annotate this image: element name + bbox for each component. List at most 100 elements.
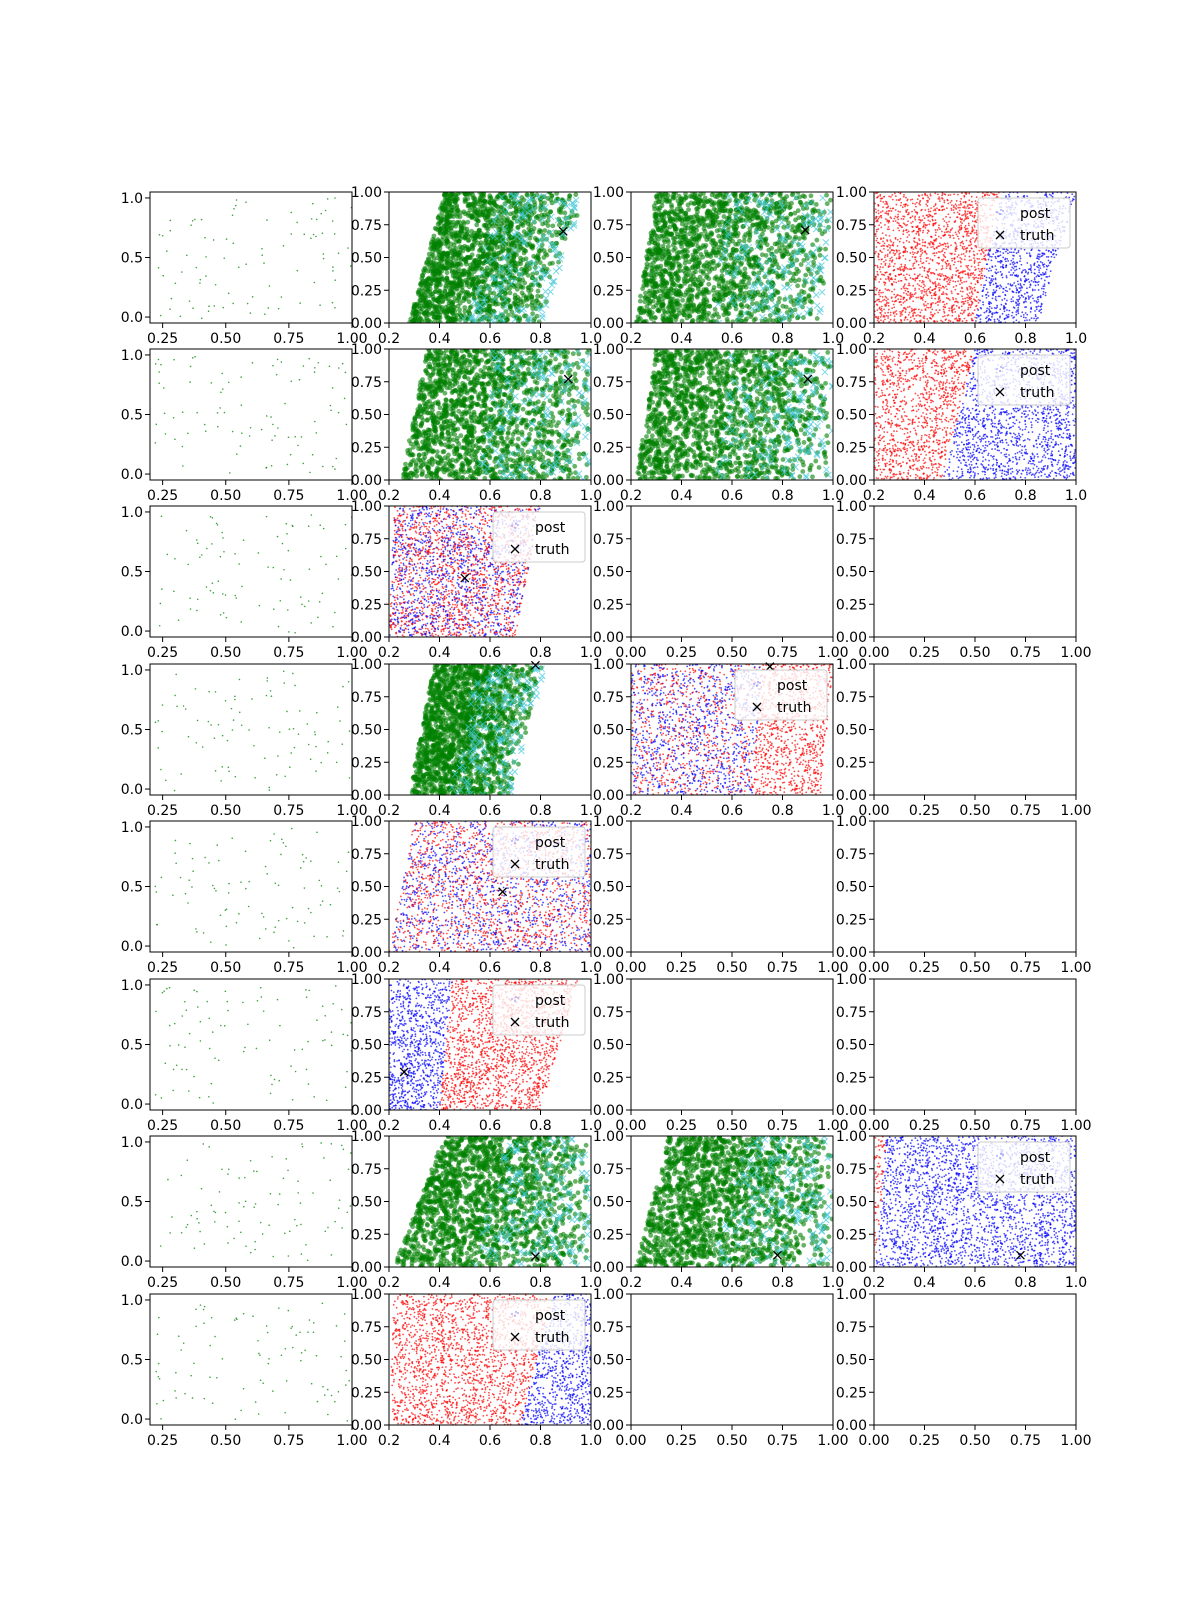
prior-sample-marker xyxy=(757,235,765,242)
posterior-point xyxy=(440,298,446,304)
posterior-point xyxy=(997,285,1000,288)
prior-sample-marker xyxy=(522,201,530,209)
posterior-point xyxy=(461,219,466,225)
posterior-point xyxy=(1012,300,1015,303)
posterior-point xyxy=(1007,260,1010,262)
posterior-point xyxy=(896,294,899,296)
posterior-point xyxy=(508,211,513,217)
posterior-point xyxy=(914,256,916,259)
posterior-point xyxy=(469,214,475,220)
scatter-point xyxy=(227,292,230,295)
posterior-point xyxy=(647,311,653,317)
posterior-point xyxy=(937,226,940,229)
posterior-point xyxy=(961,281,963,284)
posterior-point xyxy=(891,300,894,303)
posterior-point xyxy=(973,259,976,262)
posterior-point xyxy=(499,239,504,245)
posterior-point xyxy=(667,271,672,276)
prior-sample-marker xyxy=(784,224,791,231)
scatter-point xyxy=(245,201,247,203)
posterior-point xyxy=(681,276,687,282)
posterior-point xyxy=(725,262,731,268)
posterior-point xyxy=(469,252,475,258)
prior-sample-marker xyxy=(520,206,528,213)
posterior-point xyxy=(1026,287,1028,290)
prior-sample-marker xyxy=(733,253,741,260)
posterior-point xyxy=(1006,309,1008,311)
prior-sample-marker xyxy=(805,260,812,267)
scatter-point xyxy=(266,219,268,221)
posterior-point xyxy=(483,217,489,223)
posterior-point xyxy=(960,253,963,256)
posterior-point xyxy=(918,234,920,237)
posterior-point xyxy=(995,284,998,287)
posterior-point xyxy=(1024,298,1027,301)
posterior-point xyxy=(923,294,925,297)
posterior-point xyxy=(971,220,974,223)
posterior-point xyxy=(455,207,461,213)
prior-sample-marker xyxy=(802,218,810,226)
prior-sample-marker xyxy=(478,316,486,323)
x-tick-label: 0.75 xyxy=(273,331,304,347)
posterior-point xyxy=(719,268,725,274)
posterior-point xyxy=(434,255,440,261)
posterior-point xyxy=(472,197,478,202)
posterior-point xyxy=(935,252,938,254)
posterior-point xyxy=(988,194,991,197)
y-tick-label: 0.00 xyxy=(351,316,382,332)
posterior-point xyxy=(885,234,887,237)
scatter-point xyxy=(205,275,207,277)
posterior-point xyxy=(741,273,747,279)
prior-sample-marker xyxy=(714,300,722,308)
posterior-point xyxy=(457,214,463,220)
posterior-point xyxy=(478,193,484,199)
prior-sample-marker xyxy=(517,271,524,279)
posterior-point xyxy=(974,320,977,322)
posterior-point xyxy=(494,203,500,209)
posterior-point xyxy=(447,193,453,199)
prior-sample-marker xyxy=(768,284,776,292)
posterior-point xyxy=(903,246,906,249)
posterior-point xyxy=(937,311,939,314)
posterior-point xyxy=(980,253,982,255)
prior-sample-marker xyxy=(538,274,546,282)
posterior-point xyxy=(505,317,511,322)
posterior-point xyxy=(1008,271,1011,273)
posterior-point xyxy=(905,239,908,242)
posterior-point xyxy=(763,252,769,258)
posterior-point xyxy=(942,300,945,303)
posterior-point xyxy=(455,269,461,274)
scatter-point xyxy=(195,266,198,269)
posterior-point xyxy=(656,207,662,213)
posterior-point xyxy=(418,282,424,288)
prior-sample-marker xyxy=(474,305,482,312)
posterior-point xyxy=(683,271,688,276)
posterior-point xyxy=(1031,294,1034,297)
posterior-point xyxy=(884,305,887,307)
posterior-point xyxy=(931,281,934,284)
posterior-point xyxy=(448,259,454,265)
posterior-point xyxy=(743,196,749,201)
posterior-point xyxy=(445,243,451,249)
posterior-point xyxy=(685,202,691,208)
x-tick-label: 1.0 xyxy=(822,331,844,347)
prior-sample-marker xyxy=(479,303,486,311)
scatter-point xyxy=(333,233,336,235)
posterior-point xyxy=(764,198,770,204)
posterior-point xyxy=(1007,313,1010,316)
posterior-point xyxy=(466,237,472,243)
posterior-point xyxy=(922,283,925,286)
posterior-point xyxy=(986,307,989,310)
posterior-point xyxy=(932,205,935,208)
posterior-point xyxy=(728,255,734,261)
posterior-point xyxy=(1022,316,1025,319)
posterior-point xyxy=(477,279,482,285)
prior-sample-marker xyxy=(777,313,785,321)
posterior-point xyxy=(698,314,704,320)
posterior-point xyxy=(703,249,709,255)
posterior-point xyxy=(667,301,673,307)
y-tick-label: 0.5 xyxy=(121,251,143,267)
posterior-point xyxy=(931,308,934,311)
posterior-point xyxy=(674,276,680,282)
posterior-point xyxy=(535,252,541,258)
